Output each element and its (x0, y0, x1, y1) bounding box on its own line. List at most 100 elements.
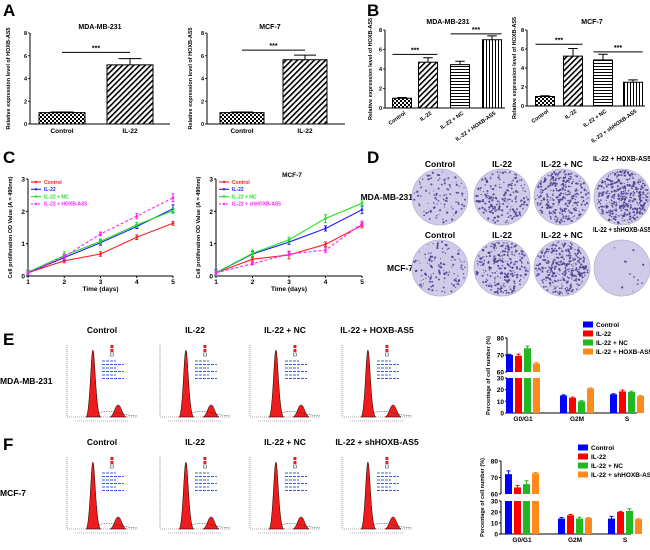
colony (563, 220, 566, 223)
colony (443, 178, 446, 182)
colony (481, 178, 484, 181)
colony (561, 213, 564, 216)
colony (475, 194, 478, 198)
colony (546, 193, 548, 195)
colony (457, 191, 460, 194)
x-tick-label: S (625, 416, 630, 423)
x-tick-label: 1 (26, 279, 30, 286)
colony (570, 271, 573, 274)
colony (603, 187, 605, 189)
colony (619, 187, 622, 189)
bar (569, 397, 576, 413)
colony (499, 272, 502, 275)
colony (562, 193, 565, 195)
significance-label: *** (472, 27, 480, 34)
colony (553, 285, 555, 287)
colony (562, 244, 566, 247)
colony (568, 256, 572, 260)
colony (574, 252, 577, 255)
colony (569, 273, 571, 275)
colony (572, 216, 574, 218)
colony (555, 197, 557, 199)
colony (563, 262, 566, 265)
colony (539, 256, 542, 259)
colony (563, 189, 566, 191)
colony (496, 260, 499, 263)
colony (548, 281, 552, 285)
colony (554, 290, 557, 293)
colony (540, 199, 543, 202)
colony (481, 261, 484, 263)
series-line (27, 222, 174, 274)
colony (422, 283, 424, 285)
colony (557, 200, 560, 203)
colony (515, 190, 518, 193)
colony (623, 211, 626, 214)
y-tick-label: 0 (21, 274, 25, 281)
colony (557, 216, 559, 219)
colony (630, 185, 632, 187)
colony (494, 184, 497, 187)
colony (419, 183, 421, 185)
column-label: Control (425, 230, 455, 240)
colony (615, 205, 617, 207)
colony (508, 292, 510, 294)
legend-swatch (578, 471, 588, 478)
colony (617, 193, 620, 196)
colony (510, 270, 513, 272)
colony (617, 214, 620, 217)
bar (282, 59, 328, 125)
colony (519, 214, 522, 216)
colony (433, 190, 435, 192)
colony (548, 266, 550, 268)
y-tick-label: 8 (521, 28, 524, 34)
error-bar (586, 517, 591, 519)
colony (447, 247, 450, 250)
colony (536, 194, 539, 197)
colony (619, 181, 621, 184)
colony (621, 198, 624, 201)
colony (608, 210, 611, 213)
colony (552, 243, 555, 246)
colony (429, 276, 432, 279)
legend-swatch (385, 464, 389, 469)
colony (540, 211, 542, 214)
column-title: IL-22 + NC (264, 437, 306, 447)
colony (438, 265, 441, 268)
colony (480, 264, 482, 267)
error-bar (516, 353, 521, 356)
colony (574, 201, 577, 204)
colony (628, 200, 630, 202)
colony (420, 285, 423, 288)
colony (626, 219, 629, 221)
colony (424, 253, 427, 256)
colony (508, 250, 510, 252)
colony (460, 182, 463, 185)
colony (555, 253, 558, 255)
colony (574, 189, 577, 192)
colony (509, 269, 512, 272)
colony (581, 272, 584, 275)
colony (632, 208, 634, 210)
colony (444, 291, 446, 293)
colony (555, 249, 558, 252)
colony (487, 217, 490, 220)
colony (484, 280, 488, 283)
colony (551, 268, 553, 271)
colony (414, 269, 418, 273)
colony (630, 217, 632, 219)
colony (453, 279, 456, 282)
colony (564, 185, 567, 188)
legend-label: IL-22 + HOXB-AS5 (44, 202, 87, 208)
colony (494, 243, 496, 245)
colony (421, 178, 424, 180)
colony (624, 197, 627, 201)
colony (488, 251, 491, 255)
colony (552, 193, 554, 195)
error-bar (568, 513, 573, 516)
colony (559, 208, 562, 211)
g2m-peak (202, 404, 220, 418)
colony (553, 172, 555, 174)
flow-histogram (249, 345, 321, 422)
colony (551, 270, 553, 273)
